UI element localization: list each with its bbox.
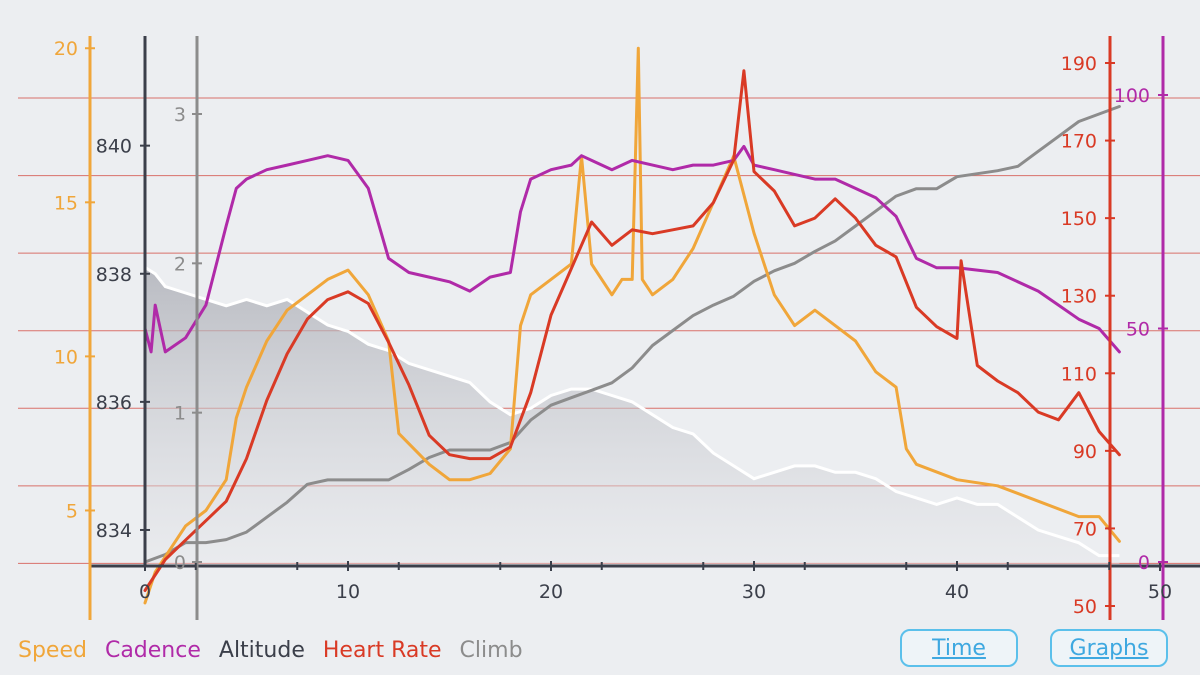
altitude-tick-label: 838 (96, 264, 132, 286)
heart-rate-tick-label: 130 (1061, 286, 1097, 308)
altitude-tick-label: 834 (96, 520, 132, 542)
legend-altitude: Altitude (218, 638, 305, 663)
x-tick-label: 50 (1148, 581, 1172, 603)
x-tick-label: 10 (336, 581, 360, 603)
x-tick-label: 0 (139, 581, 151, 603)
heart-rate-tick-label: 90 (1073, 441, 1097, 463)
heart-rate-tick-label: 110 (1061, 363, 1097, 385)
climb-tick-label: 3 (174, 104, 186, 126)
cadence-series-line (143, 144, 1121, 354)
x-tick-label: 30 (742, 581, 766, 603)
heart-rate-tick-label: 150 (1061, 208, 1097, 230)
heart-rate-series-line (143, 69, 1121, 592)
tick-labels: 0 10 20 30 40 50 5 10 15 20 834 836 838 840 0 1 2 3 50 70 90… (54, 38, 1172, 618)
climb-tick-label: 1 (174, 403, 186, 425)
series-lines (143, 46, 1121, 605)
cadence-tick-label: 0 (1138, 552, 1150, 574)
legend: Speed Cadence Altitude Heart Rate Climb (18, 638, 523, 663)
altitude-area (145, 267, 1120, 566)
altitude-series-line (144, 266, 1120, 558)
x-tick-label: 40 (945, 581, 969, 603)
heart-rate-tick-label: 70 (1073, 518, 1097, 540)
legend-cadence: Cadence (104, 638, 201, 663)
climb-tick-label: 0 (174, 552, 186, 574)
cadence-tick-label: 100 (1114, 85, 1150, 107)
legend-climb: Climb (459, 638, 523, 663)
cadence-tick-label: 50 (1126, 319, 1150, 341)
graphs-button[interactable]: Graphs (1050, 629, 1168, 667)
speed-series-line (143, 46, 1121, 605)
climb-series-line (143, 105, 1121, 564)
climb-tick-label: 2 (174, 253, 186, 275)
x-tick-label: 20 (539, 581, 563, 603)
altitude-tick-label: 836 (96, 392, 132, 414)
heart-rate-tick-label: 50 (1073, 596, 1097, 618)
speed-tick-label: 20 (54, 38, 78, 60)
speed-tick-label: 15 (54, 192, 78, 214)
heart-rate-tick-label: 190 (1061, 53, 1097, 75)
legend-speed: Speed (18, 638, 87, 663)
heart-rate-tick-label: 170 (1061, 131, 1097, 153)
speed-tick-label: 5 (66, 500, 78, 522)
time-button[interactable]: Time (900, 629, 1018, 667)
altitude-tick-label: 840 (96, 136, 132, 158)
speed-tick-label: 10 (54, 346, 78, 368)
chart: 0 10 20 30 40 50 5 10 15 20 834 836 838 840 0 1 2 3 50 70 90… (18, 36, 1200, 620)
legend-heart-rate: Heart Rate (322, 638, 442, 663)
